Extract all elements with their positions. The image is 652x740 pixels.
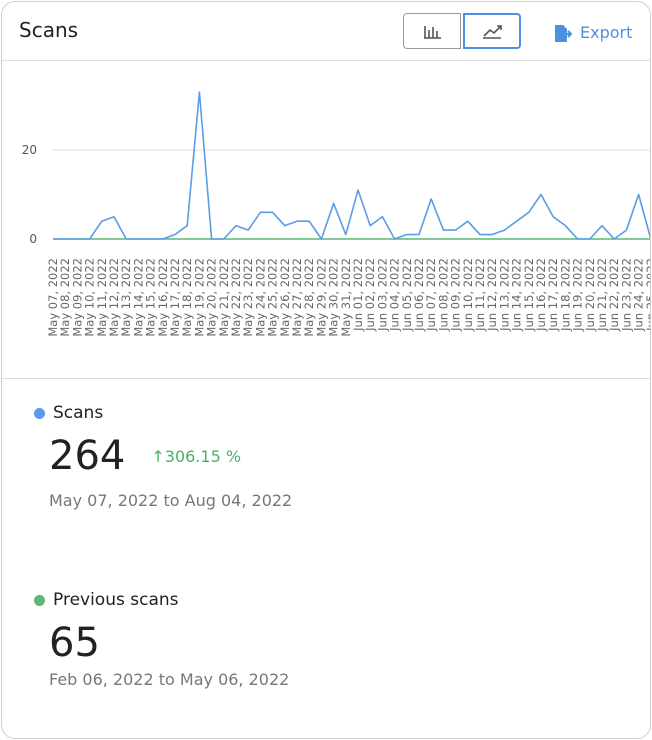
total: 65 [49,620,100,666]
current-stat: Scans 264 ↑306.15 % May 07, 2022 to Aug … [34,403,292,510]
x-tick-label: May 27, 2022 [290,258,304,337]
x-tick-label: Jun 17, 2022 [546,258,560,332]
x-tick-label: May 10, 2022 [83,258,97,337]
x-tick-label: Jun 10, 2022 [461,258,475,332]
x-tick-label: May 31, 2022 [339,258,353,337]
x-tick-label: May 23, 2022 [241,258,255,337]
x-tick-label: Jun 08, 2022 [436,258,450,332]
x-tick-label: May 07, 2022 [46,258,60,337]
x-tick-label: May 20, 2022 [205,258,219,337]
x-tick-label: May 29, 2022 [314,258,328,337]
previous-stat: Previous scans 65 Feb 06, 2022 to May 06… [34,590,289,689]
x-tick-label: Jun 24, 2022 [632,258,646,332]
x-tick-label: May 15, 2022 [144,258,158,337]
export-icon [555,25,572,42]
x-tick-label: Jun 12, 2022 [485,258,499,332]
x-tick-label: May 25, 2022 [266,258,280,337]
x-tick-label: Jun 13, 2022 [497,258,511,332]
x-tick-label: Jun 06, 2022 [412,258,426,332]
x-tick-label: May 19, 2022 [192,258,206,337]
x-tick-label: Jun 01, 2022 [351,258,365,332]
legend-dot [34,594,45,606]
x-tick-label: Jun 04, 2022 [388,258,402,332]
x-tick-label: May 08, 2022 [58,258,72,337]
x-tick-label: May 17, 2022 [168,258,182,337]
x-tick-label: May 30, 2022 [327,258,341,337]
legend-label: Previous scans [53,590,179,610]
x-tick-label: May 14, 2022 [131,258,145,337]
x-tick-label: May 16, 2022 [156,258,170,337]
x-tick-label: Jun 16, 2022 [534,258,548,332]
legend-item: Scans [34,403,292,423]
x-tick-label: May 18, 2022 [180,258,194,337]
x-tick-label: Jun 07, 2022 [424,258,438,332]
x-tick-label: May 26, 2022 [278,258,292,337]
legend-dot [34,407,45,419]
x-tick-label: Jun 23, 2022 [619,258,633,332]
card-title: Scans [19,18,79,42]
x-tick-label: Jun 14, 2022 [510,258,524,332]
series-line [53,91,650,240]
x-tick-label: May 21, 2022 [217,258,231,337]
x-tick-label: Jun 22, 2022 [607,258,621,332]
x-tick-label: Jun 15, 2022 [522,258,536,332]
x-tick-label: Jun 20, 2022 [583,258,597,332]
x-tick-label: May 11, 2022 [95,258,109,337]
x-tick-label: Jun 09, 2022 [449,258,463,332]
total: 264 [49,433,126,479]
export-button[interactable]: Export [580,23,633,42]
legend-item: Previous scans [34,590,289,610]
y-tick-label: 0 [29,232,37,246]
chart-area: 0 20 May 07, 2022 May 08, 2022 May 09, 2022 M… [2,61,650,379]
total-row: 65 [34,620,289,666]
x-tick-label: Jun 25, 2022 [644,258,650,332]
x-tick-label: Jun 03, 2022 [375,258,389,332]
x-tick-label: May 24, 2022 [253,258,267,337]
line-view-toggle[interactable] [463,13,521,49]
bar-view-toggle[interactable] [403,13,461,49]
y-tick-label: 20 [22,143,37,157]
line-icon [483,25,502,39]
x-tick-label: Jun 19, 2022 [571,258,585,332]
x-tick-label: Jun 21, 2022 [595,258,609,332]
x-tick-label: May 12, 2022 [107,258,121,337]
x-tick-label: May 09, 2022 [70,258,84,337]
x-tick-label: May 22, 2022 [229,258,243,337]
bar-icon [424,26,441,39]
change-value: 306.15 % [164,446,242,466]
total-row: 264 ↑306.15 % [34,433,292,479]
x-tick-label: Jun 11, 2022 [473,258,487,332]
date-range: Feb 06, 2022 to May 06, 2022 [49,670,290,689]
legend-label: Scans [53,403,104,423]
x-tick-label: Jun 05, 2022 [400,258,414,332]
card-header: Scans Export [2,2,650,61]
x-tick-label: Jun 02, 2022 [363,258,377,332]
change: ↑306.15 % [151,446,242,466]
x-tick-label: May 28, 2022 [302,258,316,337]
x-tick-label: Jun 18, 2022 [558,258,572,332]
x-tick-label: May 13, 2022 [119,258,133,337]
date-range: May 07, 2022 to Aug 04, 2022 [49,491,293,510]
